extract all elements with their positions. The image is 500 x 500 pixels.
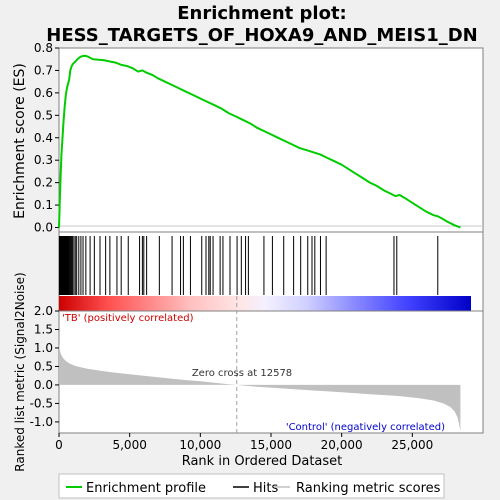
legend-label-hits: Hits: [253, 481, 278, 496]
legend-label-ranking: Ranking metric scores: [296, 481, 441, 496]
enrichment-profile-line: [58, 54, 461, 229]
legend-label-enrichment: Enrichment profile: [86, 481, 206, 496]
x-tick-label: 20,000: [321, 438, 363, 452]
x-tick-label: 5,000: [112, 438, 146, 452]
positive-correlation-label: 'TB' (positively correlated): [62, 313, 194, 324]
legend-item-hits: Hits: [233, 481, 278, 496]
es-y-tick-label: 0.1: [34, 198, 53, 212]
es-y-axis-label: Enrichment score (ES): [12, 63, 28, 219]
metric-y-tick-label: -1.0: [30, 415, 53, 429]
chart-title-line2: HESS_TARGETS_OF_HOXA9_AND_MEIS1_DN: [46, 25, 477, 46]
metric-x-axis: 0 5,000 10,000 15,000 20,000 25,000: [55, 433, 433, 452]
negative-correlation-label: 'Control' (negatively correlated): [286, 422, 445, 433]
es-y-axis: 0.0 0.1 0.2 0.3 0.4 0.5 0.6 0.7 0.8: [34, 41, 59, 235]
ranking-metric-area: [59, 342, 461, 432]
zero-cross-label: Zero cross at 12578: [192, 368, 292, 379]
metric-y-tick-label: 1.0: [34, 341, 53, 355]
x-tick-label: 0: [55, 438, 63, 452]
es-y-tick-label: 0.2: [34, 176, 53, 190]
es-y-tick-label: 0.5: [34, 108, 53, 122]
legend-item-enrichment-profile: Enrichment profile: [66, 481, 206, 496]
legend-box: [58, 473, 445, 499]
x-tick-label: 25,000: [391, 438, 433, 452]
metric-y-axis: -1.0 -0.5 0.0 0.5 1.0 1.5 2.0: [30, 304, 59, 429]
metric-y-tick-label: 0.0: [34, 378, 53, 392]
es-y-tick-label: 0.0: [34, 221, 53, 235]
metric-panel-frame: [58, 310, 484, 434]
es-panel-frame: [58, 47, 484, 233]
es-y-tick-label: 0.6: [34, 86, 53, 100]
x-tick-label: 10,000: [179, 438, 221, 452]
x-axis-label: Rank in Ordered Dataset: [182, 454, 343, 469]
metric-y-tick-label: -0.5: [30, 396, 53, 410]
es-y-tick-label: 0.7: [34, 63, 53, 77]
metric-y-tick-label: 0.5: [34, 359, 53, 373]
metric-y-tick-label: 2.0: [34, 304, 53, 318]
chart-title-line1: Enrichment plot:: [177, 3, 347, 24]
ranked-list-color-bar: [59, 296, 471, 311]
metric-y-tick-label: 1.5: [34, 322, 53, 336]
metric-y-axis-label: Ranked list metric (Signal2Noise): [13, 272, 27, 471]
es-y-tick-label: 0.4: [34, 131, 53, 145]
es-y-tick-label: 0.3: [34, 153, 53, 167]
x-tick-label: 15,000: [250, 438, 292, 452]
es-y-tick-label: 0.8: [34, 41, 53, 55]
hits-markers: [58, 236, 439, 295]
legend-item-ranking-metric: Ranking metric scores: [274, 481, 441, 496]
